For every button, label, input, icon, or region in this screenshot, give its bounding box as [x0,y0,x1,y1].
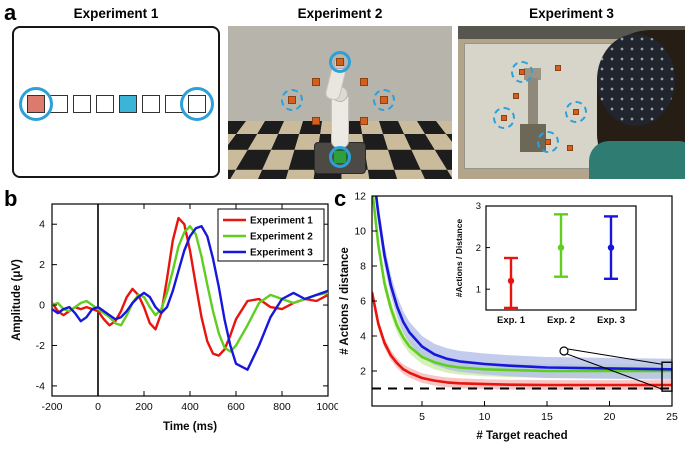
inset-y-axis-label: #Actions / Distance [454,219,464,298]
inset-mean-marker [557,244,565,251]
x-tick-label: 0 [95,401,101,413]
x-axis-label-c: # Target reached [476,430,567,442]
x-tick-label: 25 [666,411,678,423]
y-tick-label: 12 [354,191,366,203]
y-tick-label: 0 [39,300,45,312]
inset-mean-marker [507,277,515,285]
legend-label: Experiment 1 [250,216,313,227]
legend-label: Experiment 2 [250,232,313,243]
panel-label-b: b [4,186,18,211]
x-tick-label: 800 [273,401,291,413]
y-tick-label: 4 [360,331,366,343]
x-tick-label: -200 [41,401,62,413]
x-tick-label: 400 [181,401,199,413]
callout-line-lower [566,353,663,390]
target-square [567,145,573,151]
panel-label-a: a [4,0,17,25]
y-axis-label-b: Amplitude (μV) [11,259,23,341]
inset-category-label: Exp. 1 [497,315,526,326]
stimulus-square-3 [73,95,91,113]
erp-line-experiment-3 [52,225,328,371]
legend-label: Experiment 3 [250,248,313,259]
highlight-circle-dashed [373,89,395,111]
inset-mean-marker [607,244,615,251]
experiment-3-scene [458,26,685,179]
callout-line-upper [567,348,663,365]
y-tick-label: 10 [354,226,366,238]
experiment-2-scene [228,26,452,179]
stimulus-square-4 [96,95,114,113]
robot-arm [528,78,538,130]
highlight-circle-dashed [281,89,303,111]
inset-y-tick-label: 2 [476,243,481,254]
inset-category-label: Exp. 3 [597,315,625,326]
inset-category-label: Exp. 2 [547,315,575,326]
x-tick-label: 200 [135,401,153,413]
y-tick-label: 4 [39,219,45,231]
highlight-circle-base [329,146,351,168]
erp-line-experiment-1 [52,216,328,357]
y-tick-label: 6 [360,296,366,308]
target-square [513,93,519,99]
erp-series-group [52,216,328,371]
x-axis-label-b: Time (ms) [163,421,217,433]
experiment-1-title: Experiment 1 [73,6,159,21]
participant-shoulder [589,141,685,179]
x-tick-label: 5 [419,411,425,423]
performance-line-experiment-1 [372,292,672,387]
zoom-region-box [661,361,673,392]
y-axis-label-c: # Actions / distance [339,247,351,355]
y-tick-label: 2 [360,366,366,378]
erp-line-experiment-2 [52,225,328,353]
x-tick-label: 15 [541,411,553,423]
target-square [360,78,368,86]
y-tick-label: -4 [36,380,45,392]
highlight-circle-dashed [537,131,559,153]
x-tick-label: 1000 [316,401,338,413]
panel-label-c: c [334,186,347,211]
target-square [360,117,368,125]
experiment-1-stimulus-panel [12,26,220,178]
inset-y-tick-label: 1 [476,284,481,295]
experiment-2-title: Experiment 2 [297,6,383,21]
stimulus-square-6 [142,95,160,113]
attention-circle [19,87,53,121]
attention-circle [180,87,214,121]
highlight-circle-dashed [511,61,533,83]
callout-circle [559,346,569,356]
y-tick-label: 2 [39,259,45,271]
target-square [312,78,320,86]
y-tick-label: 8 [360,261,366,273]
performance-line-experiment-3 [374,196,672,371]
highlight-circle [329,51,351,73]
erp-chart: -200 0 200 400 600 800 1000 -4 -2 0 2 4 Time (ms) Amp… [11,203,338,433]
target-square [312,117,320,125]
target-square [555,65,561,71]
x-tick-label: 20 [604,411,616,423]
inset-y-tick-label: 3 [476,201,481,212]
eeg-cap [597,34,675,126]
stimulus-square-5 [119,95,137,113]
x-tick-label: 600 [227,401,245,413]
x-tick-label: 10 [479,411,491,423]
y-tick-label: -2 [36,340,45,352]
experiment-3-title: Experiment 3 [529,6,614,21]
highlight-circle-dashed [493,107,515,129]
performance-line-experiment-2 [372,196,672,373]
highlight-circle-dashed [565,101,587,123]
